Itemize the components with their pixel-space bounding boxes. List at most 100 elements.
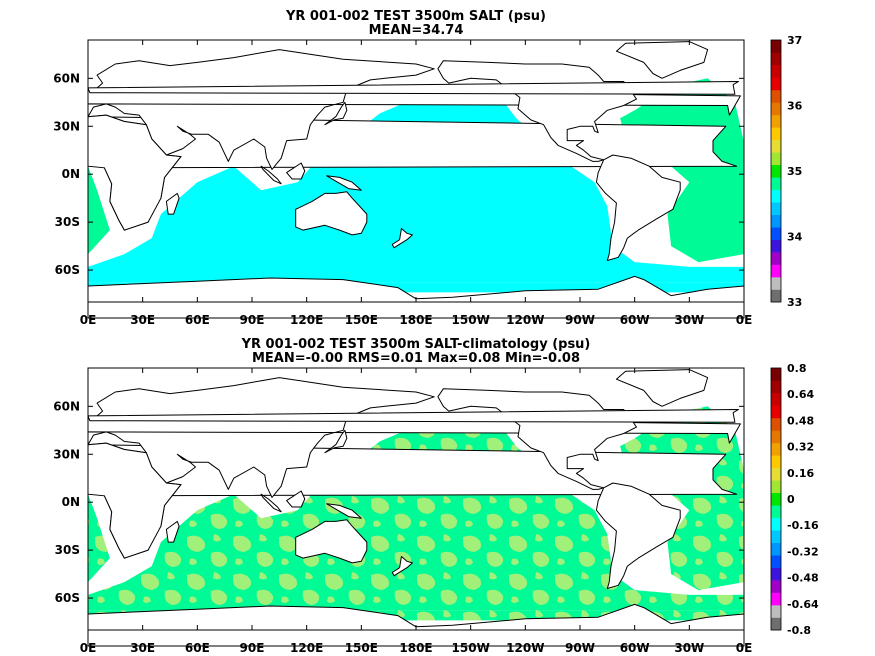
colorbar-label: 36 [787,100,803,113]
colorbar-swatch [771,264,781,278]
x-tick-label: 120E [290,313,323,327]
colorbar-label: 0 [787,493,795,506]
colorbar-frame [770,367,782,631]
colorbar-swatch [771,567,781,581]
x-tick-label: 0E [80,313,97,327]
colorbar-swatch [771,380,781,394]
field-pacific-indian [88,415,744,611]
coastline-japan [324,429,348,454]
coastline-madagascar [165,520,180,543]
x-tick-label: 0E [80,641,97,655]
x-tick-label: 90W [565,313,595,327]
colorbar-swatch [771,542,781,556]
colorbar-swatch [771,605,781,618]
colorbar-swatch [771,467,781,481]
map-panel-2: YR 001-002 TEST 3500m SALT-climatology (… [53,337,819,655]
x-tick-label: 90E [240,313,265,327]
coastline-japan [324,101,348,126]
colorbar-label: -0.48 [787,572,819,585]
colorbar-swatch [771,277,781,290]
colorbar-label: 37 [787,34,802,47]
colorbar-swatch [771,177,781,191]
colorbar-label: 33 [787,296,802,309]
colorbar-swatch [771,592,781,606]
x-tick-label: 150E [345,641,378,655]
y-tick-label: 30S [55,215,80,229]
colorbar-label: -0.16 [787,519,819,532]
y-tick-label: 60N [53,71,80,85]
coastline-samerica [595,482,681,589]
field-atlantic [620,78,744,263]
colorbar-swatch [771,505,781,519]
colorbar-swatch [771,580,781,593]
colorbar-swatch [771,139,781,153]
y-tick-label: 0N [62,167,80,181]
x-tick-label: 30W [674,313,704,327]
colorbar-label: 0.8 [787,362,807,375]
x-tick-label: 60E [185,313,210,327]
colorbar-label: 0.48 [787,414,814,427]
field-pacific-indian [88,87,744,283]
coastline-africa-west [87,442,182,559]
colorbar-swatch [771,530,781,543]
colorbar-swatch [771,417,781,431]
y-tick-label: 60S [55,263,80,277]
coastline-borneo [286,490,306,508]
coastline-madagascar [165,192,180,215]
x-tick-label: 90E [240,641,265,655]
coastline-newguinea [326,175,362,191]
y-tick-label: 60N [53,399,80,413]
colorbar-label: 35 [787,165,802,178]
colorbar-swatch [771,252,781,265]
colorbar-swatch [771,77,781,91]
colorbar-swatch [771,214,781,228]
colorbar-swatch [771,52,781,66]
coastline-uk [87,409,739,423]
coastline-eurasia [87,49,741,170]
colorbar-swatch [771,368,781,381]
colorbar-swatch [771,102,781,116]
x-tick-label: 120E [290,641,323,655]
x-tick-label: 0E [736,641,753,655]
x-tick-label: 120W [506,313,544,327]
colorbar-swatch [771,64,781,78]
x-tick-label: 120W [506,641,544,655]
coastline-uk [87,81,739,95]
colorbar-swatch [771,455,781,469]
colorbar-swatch [771,189,781,203]
colorbar-swatch [771,617,781,631]
colorbar-swatch [771,430,781,444]
x-tick-label: 30E [130,641,155,655]
colorbar-swatch [771,164,781,178]
colorbar-swatch [771,392,781,406]
map-subtitle: MEAN=-0.00 RMS=0.01 Max=0.08 Min=-0.08 [252,351,580,366]
colorbar-frame [770,39,782,303]
x-tick-label: 60W [620,313,650,327]
coastline-samerica [595,154,681,261]
coastline-nz [391,556,413,577]
x-tick-label: 30E [130,313,155,327]
colorbar-swatch [771,202,781,215]
colorbar-swatch [771,152,781,166]
colorbar-label: -0.32 [787,545,819,558]
colorbar-label: 34 [787,231,803,244]
x-tick-label: 150E [345,313,378,327]
colorbar-swatch [771,442,781,456]
colorbar-label: 0.16 [787,467,814,480]
coastline-sumatra [260,165,282,185]
map-panel-1: YR 001-002 TEST 3500m SALT (psu)MEAN=34.… [53,9,802,327]
x-tick-label: 180E [399,313,432,327]
x-tick-label: 60E [185,641,210,655]
colorbar-swatch [771,492,781,506]
coastline-australia [295,191,368,236]
colorbar-label: 0.32 [787,441,814,454]
field-atlantic-east [88,166,110,255]
colorbar-label: -0.64 [787,598,819,611]
coastline-greenland [615,369,709,407]
x-tick-label: 30W [674,641,704,655]
field-atlantic-east [88,494,110,583]
y-tick-label: 30N [53,447,80,461]
colorbar-label: -0.8 [787,624,811,637]
coastline-newguinea [326,503,362,519]
colorbar-swatch [771,227,781,240]
